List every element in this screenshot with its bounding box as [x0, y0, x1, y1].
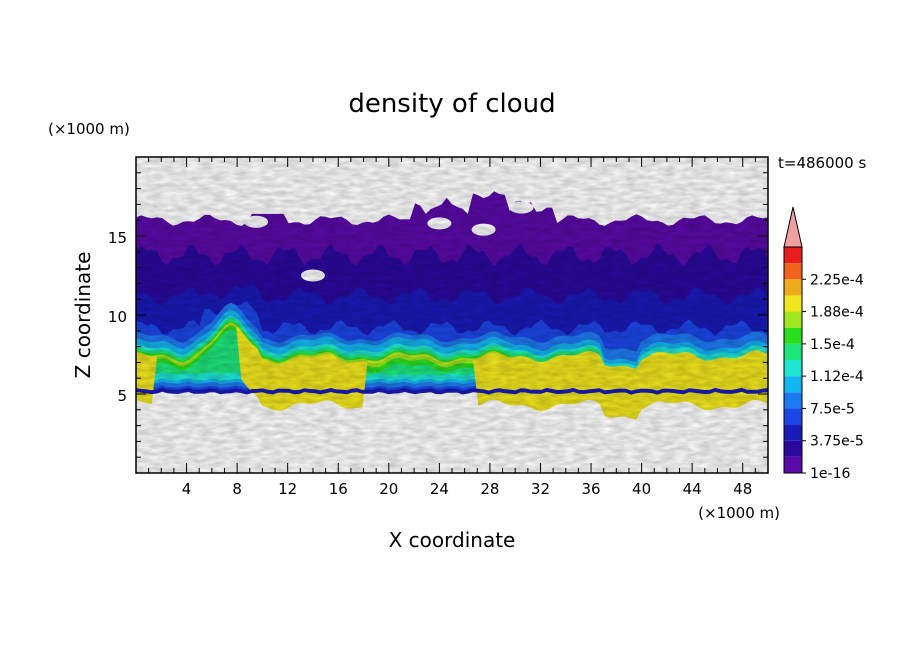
x-tick-label: 4: [182, 480, 192, 498]
colorbar-swatch: [784, 279, 802, 296]
colorbar-swatch: [784, 392, 802, 409]
colorbar-swatch: [784, 327, 802, 344]
time-label: t=486000 s: [778, 154, 866, 172]
colorbar-swatch: [784, 295, 802, 312]
texture-overlay: [136, 157, 768, 473]
colorbar-swatch: [784, 440, 802, 457]
x-tick-label: 8: [232, 480, 242, 498]
colorbar-swatch: [784, 360, 802, 377]
colorbar-swatch: [784, 376, 802, 393]
x-tick-label: 36: [581, 480, 600, 498]
colorbar-label: 1.12e-4: [810, 369, 864, 385]
colorbar-swatch: [784, 311, 802, 328]
plot-area: [136, 157, 768, 473]
x-tick-label: 20: [379, 480, 398, 498]
chart-title: density of cloud: [348, 89, 555, 119]
colorbar-label: 7.5e-5: [810, 401, 855, 417]
density-field: [136, 157, 768, 473]
y-axis: 5 10 15: [108, 172, 768, 458]
x-tick-label: 48: [733, 480, 752, 498]
y-axis-label: Z coordinate: [71, 252, 95, 379]
colorbar-swatch: [784, 408, 802, 425]
x-tick-label: 28: [480, 480, 499, 498]
y-tick-label: 10: [108, 308, 127, 326]
x-tick-label: 24: [430, 480, 449, 498]
colorbar-label: 1.88e-4: [810, 305, 864, 321]
colorbar-swatch: [784, 263, 802, 280]
x-tick-label: 16: [329, 480, 348, 498]
x-tick-label: 44: [683, 480, 702, 498]
x-unit-label: (×1000 m): [698, 504, 780, 522]
colorbar-label: 1.5e-4: [810, 337, 855, 353]
x-tick-label: 32: [531, 480, 550, 498]
colorbar-swatch: [784, 424, 802, 441]
y-tick-label: 5: [117, 387, 127, 405]
colorbar-label: 3.75e-5: [810, 434, 864, 450]
x-axis-label: X coordinate: [389, 528, 516, 552]
x-tick-label: 12: [278, 480, 297, 498]
colorbar: 1e-16 3.75e-5 7.5e-5 1.12e-4 1.5e-4 1.88e-4 2.…: [783, 206, 864, 482]
x-axis: 4 8 12 16 20 24 28 32 36 40 44 48: [148, 157, 756, 498]
colorbar-label: 1e-16: [810, 466, 850, 482]
colorbar-label: 2.25e-4: [810, 272, 864, 288]
colorbar-extend-arrow: [783, 206, 803, 248]
x-tick-label: 40: [632, 480, 651, 498]
colorbar-swatch: [784, 456, 802, 473]
colorbar-swatch: [784, 343, 802, 360]
y-unit-label: (×1000 m): [48, 120, 130, 138]
colorbar-swatch: [784, 247, 802, 264]
y-tick-label: 15: [108, 229, 127, 247]
